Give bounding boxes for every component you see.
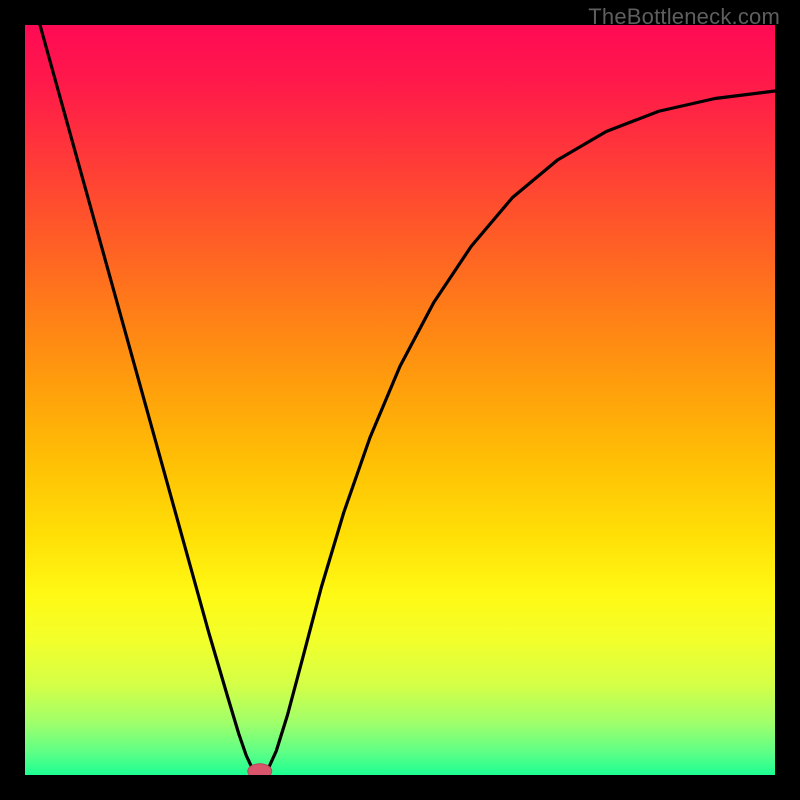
minimum-marker: [248, 764, 272, 775]
bottleneck-curve: [40, 25, 775, 775]
watermark-text: TheBottleneck.com: [588, 4, 780, 29]
chart-plot-area: [25, 25, 775, 775]
watermark: TheBottleneck.com: [588, 4, 780, 30]
curve-layer: [25, 25, 775, 775]
